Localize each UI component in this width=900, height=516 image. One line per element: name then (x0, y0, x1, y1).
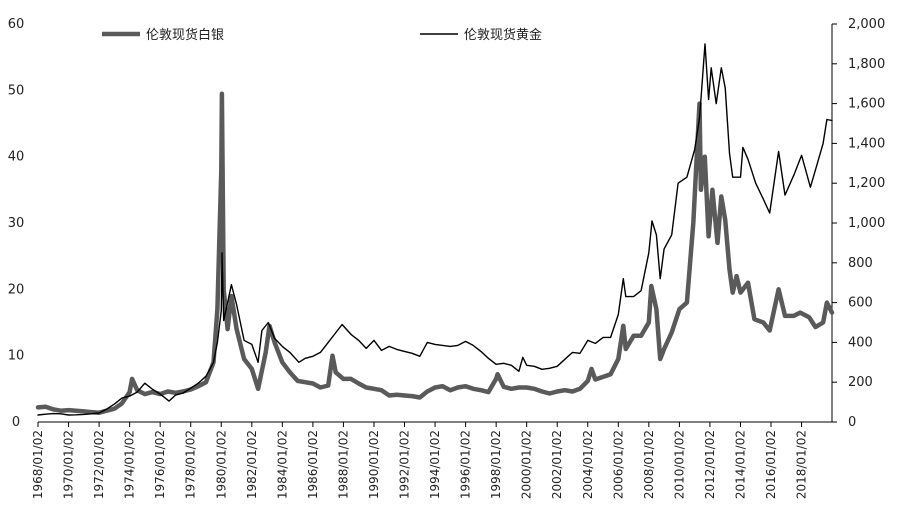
y-right-tick-label: 600 (848, 296, 873, 311)
series-line-silver (35, 91, 835, 415)
y-right-tick-label: 1,000 (848, 216, 885, 231)
y-right-tick-label: 400 (848, 335, 873, 350)
x-tick-label: 1984/01/02 (275, 430, 289, 499)
x-tick-label: 1970/01/02 (62, 430, 76, 499)
axes: 010203040506002004006008001,0001,2001,40… (8, 17, 885, 499)
y-right-tick-label: 1,600 (848, 97, 885, 112)
x-tick-label: 1998/01/02 (489, 430, 503, 499)
x-tick-label: 1986/01/02 (306, 430, 320, 499)
legend-label-gold: 伦敦现货黄金 (464, 27, 542, 43)
x-tick-label: 2004/01/02 (581, 430, 595, 499)
x-tick-label: 2000/01/02 (520, 430, 534, 499)
x-tick-label: 1976/01/02 (153, 430, 167, 499)
y-right-tick-label: 1,800 (848, 57, 885, 72)
x-tick-label: 2016/01/02 (764, 430, 778, 499)
x-tick-label: 2008/01/02 (642, 430, 656, 499)
x-tick-label: 1994/01/02 (428, 430, 442, 499)
y-left-tick-label: 60 (8, 17, 25, 32)
series-layer (35, 43, 835, 416)
y-left-tick-label: 50 (8, 83, 25, 98)
x-tick-label: 2006/01/02 (611, 430, 625, 499)
y-left-tick-label: 0 (12, 415, 20, 430)
x-tick-label: 2014/01/02 (733, 430, 747, 499)
x-tick-label: 1974/01/02 (123, 430, 137, 499)
y-right-tick-label: 200 (848, 375, 873, 390)
y-left-tick-label: 30 (8, 216, 25, 231)
legend-label-silver: 伦敦现货白银 (146, 27, 224, 43)
x-tick-label: 1972/01/02 (92, 430, 106, 499)
series-line-gold (37, 43, 833, 416)
x-tick-label: 1980/01/02 (214, 430, 228, 499)
x-tick-label: 1990/01/02 (367, 430, 381, 499)
x-tick-label: 1992/01/02 (398, 430, 412, 499)
y-left-tick-label: 20 (8, 282, 25, 297)
y-right-tick-label: 1,400 (848, 136, 885, 151)
x-tick-label: 2012/01/02 (703, 430, 717, 499)
y-left-tick-label: 10 (8, 349, 25, 364)
x-tick-label: 2018/01/02 (795, 430, 809, 499)
y-right-tick-label: 2,000 (848, 17, 885, 32)
y-right-tick-label: 800 (848, 256, 873, 271)
y-right-tick-label: 0 (848, 415, 856, 430)
x-tick-label: 2010/01/02 (672, 430, 686, 499)
x-tick-label: 1968/01/02 (31, 430, 45, 499)
y-right-tick-label: 1,200 (848, 176, 885, 191)
legend: 伦敦现货白银 伦敦现货黄金 (102, 27, 542, 43)
x-tick-label: 1988/01/02 (336, 430, 350, 499)
y-left-tick-label: 40 (8, 150, 25, 165)
x-tick-label: 1978/01/02 (184, 430, 198, 499)
x-tick-label: 1982/01/02 (245, 430, 259, 499)
x-tick-label: 2002/01/02 (550, 430, 564, 499)
x-tick-label: 1996/01/02 (459, 430, 473, 499)
